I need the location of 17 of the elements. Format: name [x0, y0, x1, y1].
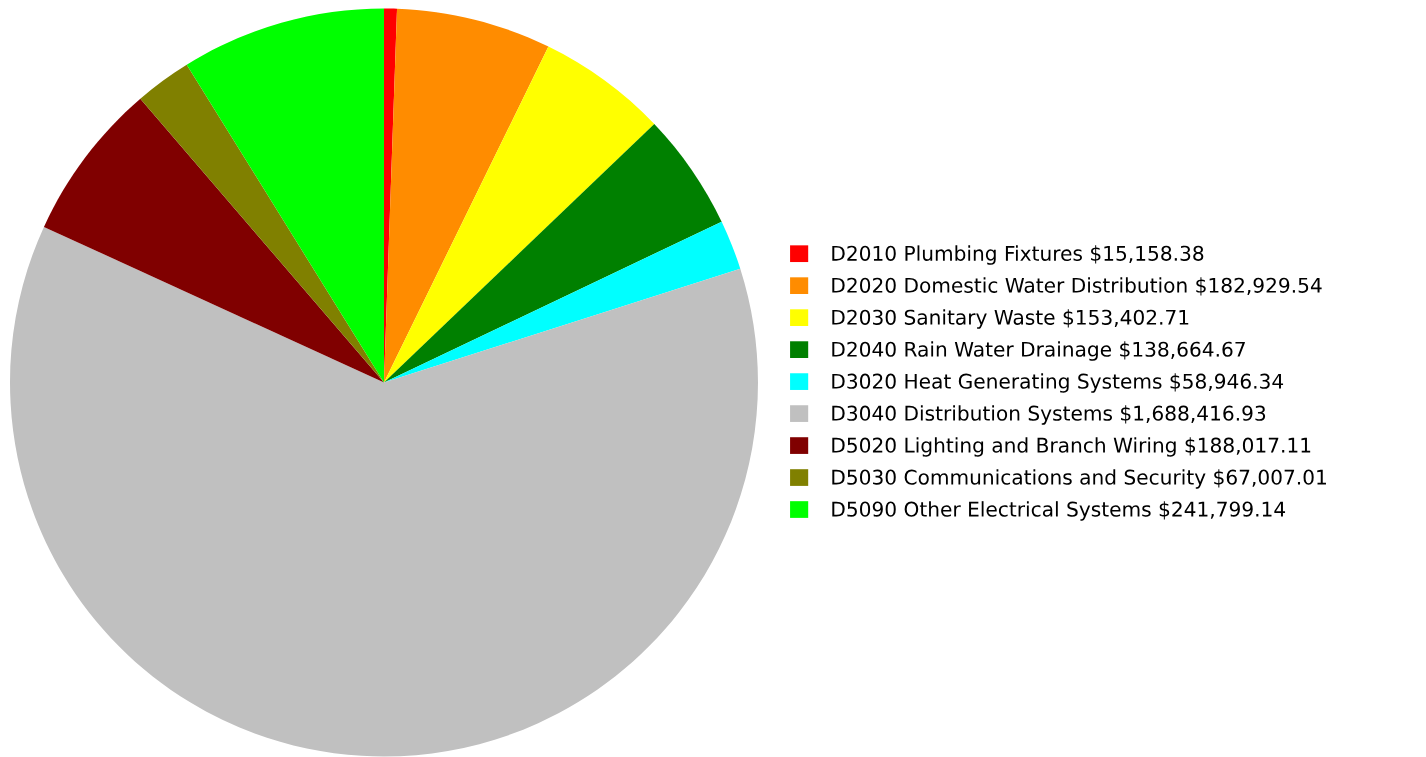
- pie-slice: [384, 124, 722, 383]
- legend-label: D5090 Other Electrical Systems $241,799.14: [832, 501, 1286, 521]
- pie-slice: [384, 221, 741, 383]
- legend-label: D2020 Domestic Water Distribution $182,929.54: [832, 277, 1322, 296]
- legend-label: D2030 Sanitary Waste $153,402.71: [832, 309, 1189, 329]
- pie-slice: [186, 8, 384, 383]
- legend-label: D5030 Communications and Security $67,007.01: [832, 469, 1326, 489]
- pie-slice: [140, 64, 384, 383]
- pie-slice: [384, 46, 655, 383]
- pie-slice: [384, 8, 549, 383]
- pie-slice: [10, 226, 758, 757]
- legend-label: D3020 Heat Generating Systems $58,946.34: [832, 373, 1284, 393]
- legend-label: D2040 Rain Water Drainage $138,664.67: [832, 341, 1245, 361]
- legend-label: D3040 Distribution Systems $1,688,416.93: [832, 405, 1266, 425]
- pie-slice: [43, 98, 384, 383]
- legend-label: D2010 Plumbing Fixtures $15,158.38: [832, 245, 1204, 265]
- legend-label: D5020 Lighting and Branch Wiring $188,017.11: [832, 437, 1311, 457]
